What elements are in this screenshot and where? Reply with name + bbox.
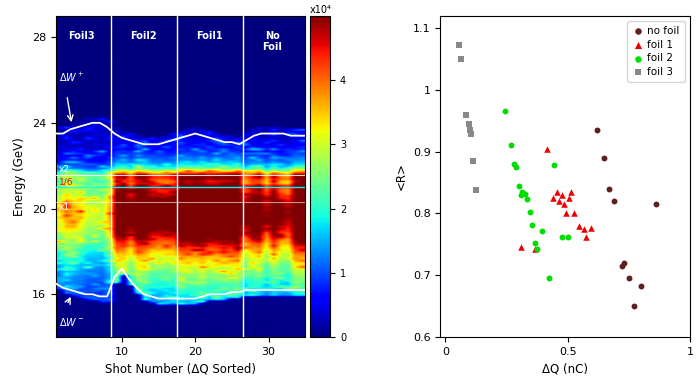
Y-axis label: Energy (GeV): Energy (GeV): [13, 137, 26, 216]
foil 2: [516, 192, 527, 198]
foil 1: [568, 211, 579, 217]
foil 1: [578, 226, 589, 232]
foil 2: [549, 162, 560, 169]
foil 2: [524, 209, 535, 215]
foil 3: [464, 127, 475, 133]
Text: $\Delta W^-$: $\Delta W^-$: [59, 316, 85, 328]
Text: 1/6: 1/6: [59, 177, 73, 186]
foil 2: [529, 240, 540, 246]
no foil: [592, 127, 603, 133]
foil 2: [506, 142, 517, 149]
Text: Foil1: Foil1: [197, 31, 223, 41]
foil 2: [527, 221, 538, 228]
foil 3: [468, 158, 479, 164]
Text: Foil2: Foil2: [130, 31, 157, 41]
foil 2: [508, 161, 519, 167]
Text: No
Foil: No Foil: [262, 31, 282, 52]
foil 2: [511, 164, 522, 170]
foil 1: [556, 192, 567, 198]
foil 2: [556, 234, 567, 240]
Text: x2: x2: [59, 165, 70, 174]
no foil: [618, 260, 629, 266]
foil 2: [513, 183, 524, 189]
foil 2: [500, 108, 511, 114]
foil 1: [581, 234, 592, 240]
no foil: [636, 283, 647, 290]
Y-axis label: <R>: <R>: [395, 162, 407, 191]
no foil: [650, 201, 661, 207]
no foil: [628, 303, 639, 309]
Text: x1: x1: [59, 203, 70, 212]
foil 1: [551, 189, 562, 195]
no foil: [608, 198, 620, 204]
foil 1: [516, 244, 527, 250]
foil 1: [585, 225, 597, 231]
foil 3: [470, 187, 482, 193]
no foil: [604, 186, 615, 192]
foil 1: [553, 198, 565, 204]
foil 1: [563, 195, 574, 201]
foil 1: [566, 189, 577, 195]
foil 1: [558, 201, 569, 207]
foil 3: [461, 111, 472, 118]
foil 2: [532, 246, 543, 252]
Text: $\Delta W^+$: $\Delta W^+$: [59, 71, 84, 84]
foil 3: [463, 121, 474, 127]
foil 2: [516, 189, 528, 195]
no foil: [623, 275, 634, 281]
X-axis label: Shot Number (ΔQ Sorted): Shot Number (ΔQ Sorted): [105, 362, 256, 376]
foil 2: [562, 234, 573, 240]
foil 1: [561, 211, 572, 217]
foil 3: [456, 56, 467, 62]
foil 3: [453, 42, 464, 49]
Title: x10⁴: x10⁴: [309, 5, 331, 15]
foil 2: [544, 275, 555, 281]
Legend: no foil, foil 1, foil 2, foil 3: no foil, foil 1, foil 2, foil 3: [627, 21, 685, 82]
foil 2: [522, 196, 533, 202]
foil 1: [573, 223, 584, 229]
Text: Foil3: Foil3: [68, 31, 95, 41]
foil 2: [519, 191, 530, 197]
foil 1: [547, 195, 558, 201]
foil 3: [466, 131, 477, 138]
foil 2: [537, 228, 548, 234]
X-axis label: ΔQ (nC): ΔQ (nC): [542, 362, 588, 376]
foil 1: [542, 145, 553, 152]
no foil: [616, 263, 627, 269]
foil 1: [529, 246, 540, 252]
no foil: [599, 155, 610, 161]
